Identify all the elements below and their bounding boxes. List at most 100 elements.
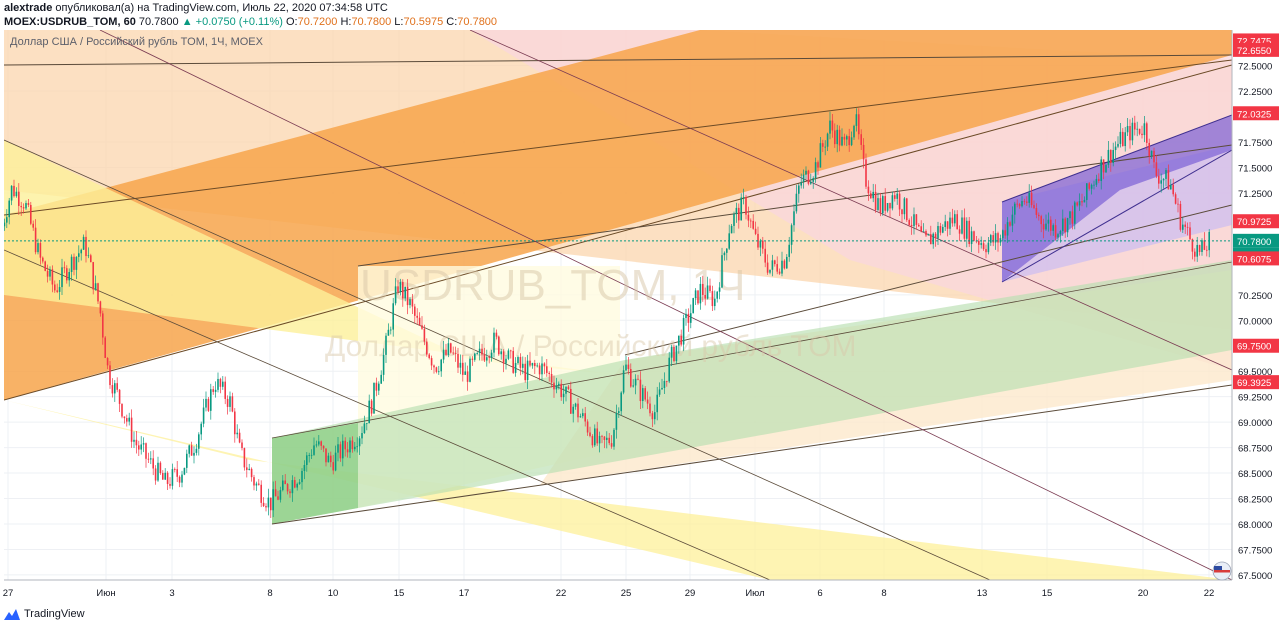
candle xyxy=(858,108,860,140)
trendline-green-upper xyxy=(271,261,1232,439)
candle xyxy=(488,355,490,364)
y-tick-label: 68.0000 xyxy=(1238,520,1272,531)
candle xyxy=(848,128,850,152)
x-tick-label: 22 xyxy=(1204,588,1215,599)
candle xyxy=(310,449,313,460)
candle xyxy=(262,497,265,507)
candle xyxy=(1182,217,1184,233)
candle xyxy=(1098,173,1100,184)
candle xyxy=(15,187,18,198)
candle xyxy=(745,194,747,220)
candle xyxy=(594,424,596,447)
candle xyxy=(764,241,766,268)
candle xyxy=(152,450,154,476)
candle xyxy=(774,259,776,267)
candle xyxy=(1167,164,1170,190)
candle xyxy=(1074,200,1076,230)
candle xyxy=(1076,201,1078,207)
candle xyxy=(330,451,332,468)
candle xyxy=(577,397,579,423)
candle xyxy=(392,297,394,337)
candle xyxy=(128,412,130,426)
candle xyxy=(255,481,258,491)
trendline-diag-1 xyxy=(4,249,771,580)
price-label: 70.6075 xyxy=(1233,251,1279,266)
candle xyxy=(610,435,613,449)
candle xyxy=(229,391,231,412)
y-tick-label: 68.5000 xyxy=(1238,469,1272,480)
candle xyxy=(786,254,788,269)
candle xyxy=(699,277,702,310)
price-label: 70.7800 xyxy=(1233,233,1279,248)
candle xyxy=(838,125,841,152)
candle xyxy=(99,300,102,317)
candle xyxy=(1011,206,1014,233)
candle xyxy=(126,414,128,427)
y-tick-label: 68.7500 xyxy=(1238,444,1272,455)
candle xyxy=(649,396,651,417)
candle xyxy=(25,200,27,211)
candle xyxy=(56,283,58,294)
price-label-text: 70.6075 xyxy=(1237,254,1271,265)
candle xyxy=(284,474,286,485)
y-tick-label: 67.7500 xyxy=(1238,545,1272,556)
price-chart[interactable]: USDRUB_TOM, 1Ч Доллар США / Российский р… xyxy=(0,30,1280,608)
candle xyxy=(690,304,692,329)
candle xyxy=(726,248,728,261)
y-tick-label: 69.5000 xyxy=(1238,367,1272,378)
author-name[interactable]: alextrade xyxy=(4,2,53,14)
candle xyxy=(730,224,733,234)
flag-icon[interactable] xyxy=(1212,561,1232,581)
tradingview-logo-icon[interactable] xyxy=(4,608,20,620)
candle xyxy=(411,294,414,315)
candle xyxy=(536,362,538,368)
candle xyxy=(781,251,783,277)
candle xyxy=(673,344,675,363)
candle xyxy=(541,356,543,382)
candle xyxy=(596,421,598,446)
candle xyxy=(697,290,699,305)
y-tick-label: 67.5000 xyxy=(1238,571,1272,582)
time-axis[interactable]: 27 Июн 3 8 10 15 17 22 25 29 Июл 6 8 13 15 20 22 xyxy=(3,588,1215,599)
footer-brand[interactable]: TradingView xyxy=(24,608,85,620)
candle xyxy=(1102,159,1105,180)
green-channel xyxy=(272,260,1232,524)
candle xyxy=(498,335,500,356)
candle xyxy=(27,198,30,208)
candle xyxy=(1114,141,1117,159)
candle xyxy=(20,201,22,216)
candle xyxy=(812,176,814,189)
candle xyxy=(339,441,342,462)
green-box xyxy=(272,423,358,524)
publish-line: alextrade опубликовал(а) на TradingView.… xyxy=(4,2,388,14)
candle xyxy=(438,365,440,375)
candle xyxy=(1206,245,1208,257)
candle xyxy=(1184,221,1186,234)
candle xyxy=(202,398,205,428)
candle xyxy=(836,124,838,153)
candle xyxy=(445,343,447,357)
candle xyxy=(49,266,51,281)
candle xyxy=(505,355,507,370)
candle xyxy=(942,224,944,234)
candle xyxy=(18,183,20,215)
x-tick-label: 10 xyxy=(328,588,339,599)
candle xyxy=(231,392,234,413)
candle xyxy=(193,446,195,464)
candle xyxy=(1170,179,1172,190)
candle xyxy=(954,210,956,227)
price-label-text: 70.9725 xyxy=(1237,217,1271,228)
candle xyxy=(493,327,495,358)
candle xyxy=(147,452,150,464)
x-tick-label: 8 xyxy=(267,588,272,599)
symbol-label[interactable]: MOEX:USDRUB_TOM, 60 xyxy=(4,16,136,28)
candle xyxy=(819,137,822,168)
candle xyxy=(625,355,627,372)
candle xyxy=(306,452,308,472)
candle xyxy=(534,359,536,374)
open-label: O: xyxy=(285,16,298,28)
candle xyxy=(514,357,517,377)
price-axis[interactable] xyxy=(1232,30,1280,608)
candle xyxy=(985,244,987,259)
candle xyxy=(997,231,999,252)
